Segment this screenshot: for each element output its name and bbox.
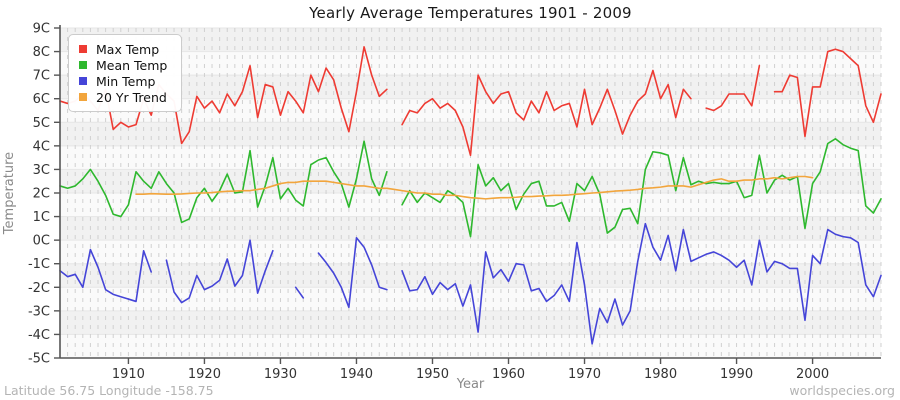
svg-text:-3C: -3C xyxy=(28,304,50,319)
legend-label-max-temp: Max Temp xyxy=(96,41,160,57)
svg-text:-2C: -2C xyxy=(28,281,50,296)
svg-text:1910: 1910 xyxy=(112,367,145,382)
svg-text:7C: 7C xyxy=(33,69,50,84)
legend-item-min-temp: Min Temp xyxy=(79,73,167,89)
svg-text:1920: 1920 xyxy=(188,367,221,382)
svg-text:2C: 2C xyxy=(33,187,50,202)
legend-label-20-yr-trend: 20 Yr Trend xyxy=(96,89,167,105)
x-axis-title: Year xyxy=(456,377,485,392)
svg-text:1930: 1930 xyxy=(264,367,297,382)
legend-label-mean-temp: Mean Temp xyxy=(96,57,168,73)
svg-text:1960: 1960 xyxy=(492,367,525,382)
svg-text:3C: 3C xyxy=(33,163,50,178)
svg-text:1980: 1980 xyxy=(644,367,677,382)
legend-item-max-temp: Max Temp xyxy=(79,41,167,57)
legend-item-mean-temp: Mean Temp xyxy=(79,57,167,73)
legend-label-min-temp: Min Temp xyxy=(96,73,156,89)
svg-text:-1C: -1C xyxy=(28,257,50,272)
series-max-temp-line xyxy=(59,46,882,157)
coordinates-caption: Latitude 56.75 Longitude -158.75 xyxy=(4,383,214,398)
legend-swatch-min-temp xyxy=(79,77,87,85)
svg-text:-4C: -4C xyxy=(28,328,50,343)
series-mean-temp-line xyxy=(59,137,882,238)
svg-text:1990: 1990 xyxy=(720,367,753,382)
svg-text:9C: 9C xyxy=(33,22,50,37)
legend: Max Temp Mean Temp Min Temp 20 Yr Trend xyxy=(68,34,183,112)
svg-text:-5C: -5C xyxy=(28,352,50,367)
legend-swatch-mean-temp xyxy=(79,61,87,69)
svg-text:8C: 8C xyxy=(33,45,50,60)
legend-swatch-max-temp xyxy=(79,45,87,53)
x-axis-ticks: 1910 1920 1930 1940 1950 1960 1970 1980 1990 2000 xyxy=(112,358,829,382)
svg-text:4C: 4C xyxy=(33,139,50,154)
watermark: worldspecies.org xyxy=(789,383,895,398)
svg-text:1970: 1970 xyxy=(568,367,601,382)
svg-text:1C: 1C xyxy=(33,210,50,225)
chart-title: Yearly Average Temperatures 1901 - 2009 xyxy=(309,4,632,22)
svg-text:6C: 6C xyxy=(33,92,50,107)
svg-text:1940: 1940 xyxy=(340,367,373,382)
y-axis-ticks: 9C 8C 7C 6C 5C 4C 3C 2C 1C 0C -1C -2C -3C -4C -5C xyxy=(28,22,60,367)
svg-text:2000: 2000 xyxy=(796,367,829,382)
svg-text:0C: 0C xyxy=(33,234,50,249)
svg-text:1950: 1950 xyxy=(416,367,449,382)
legend-swatch-20-yr-trend xyxy=(79,93,87,101)
series-min-temp-line xyxy=(59,222,882,345)
legend-item-20-yr-trend: 20 Yr Trend xyxy=(79,89,167,105)
series-20-yr-trend-line xyxy=(135,175,814,200)
svg-text:5C: 5C xyxy=(33,116,50,131)
axis-lines xyxy=(59,25,881,359)
